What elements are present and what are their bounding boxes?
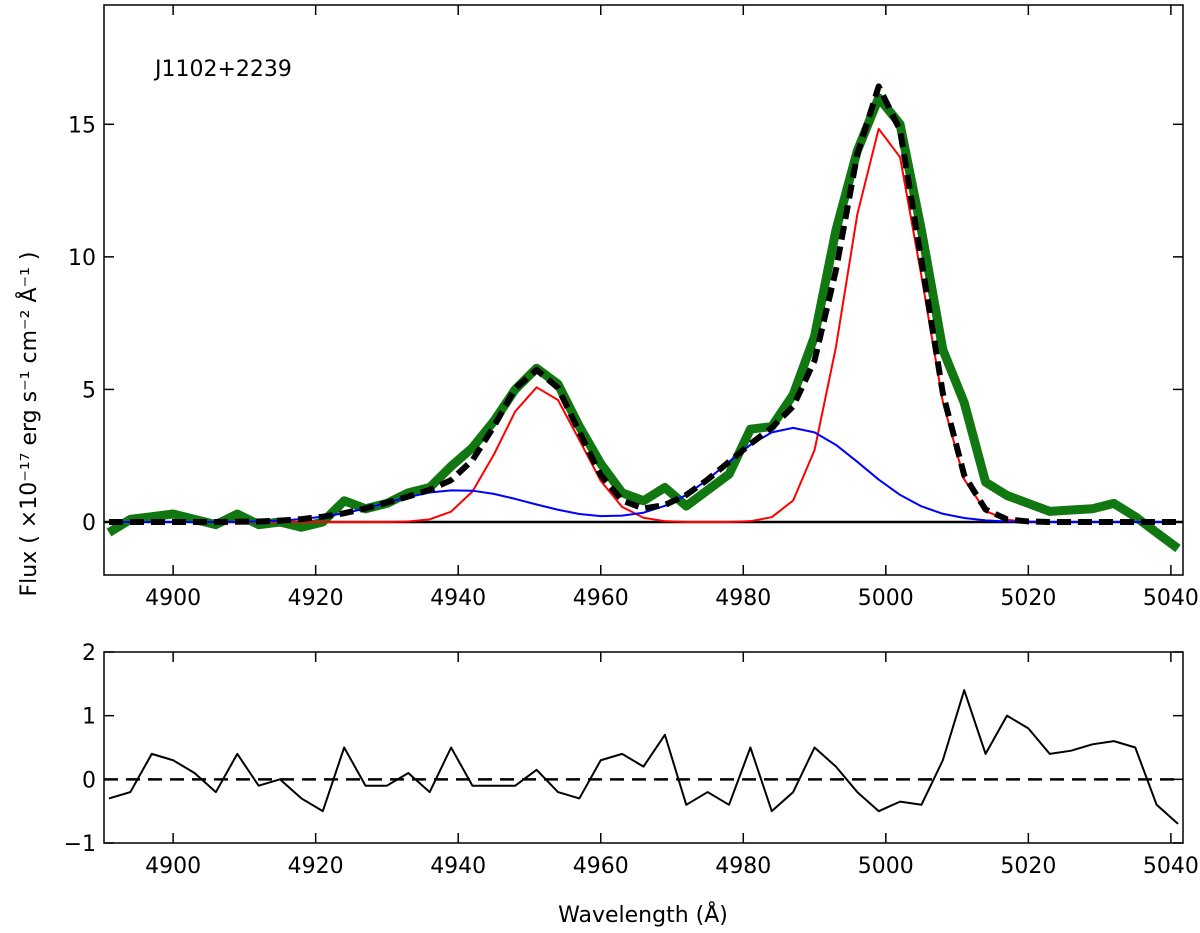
y-tick-label: 10 [68, 246, 96, 271]
x-tick-label: 4960 [573, 586, 629, 611]
y-tick-label: 0 [82, 768, 96, 793]
y-axis-label: Flux ( ×10⁻¹⁷ erg s⁻¹ cm⁻² Å⁻¹ ) [15, 251, 42, 596]
x-tick-label: 4980 [715, 854, 771, 879]
y-tick-label: −1 [64, 832, 96, 857]
x-tick-label: 5000 [858, 854, 914, 879]
axes-frame [103, 651, 1184, 844]
x-tick-label: 4900 [145, 854, 201, 879]
y-tick-label: 2 [82, 641, 96, 666]
x-tick-label: 4980 [715, 586, 771, 611]
y-tick-label: 5 [82, 378, 96, 403]
x-tick-label: 4920 [288, 854, 344, 879]
x-tick-label: 4960 [573, 854, 629, 879]
x-tick-label: 5040 [1143, 854, 1199, 879]
series-line [106, 93, 1181, 553]
y-tick-label: 0 [82, 511, 96, 536]
series-line [108, 689, 1179, 825]
annotation: J1102+2239 [153, 57, 292, 82]
x-tick-label: 4900 [145, 586, 201, 611]
x-tick-label: 5040 [1143, 586, 1199, 611]
x-axis-label: Wavelength (Å) [558, 901, 728, 928]
y-tick-label: 1 [82, 705, 96, 730]
y-tick-label: 15 [68, 113, 96, 138]
axes-frame [103, 4, 1184, 576]
x-tick-label: 5000 [858, 586, 914, 611]
series-line [108, 83, 1179, 525]
x-tick-label: 4940 [430, 854, 486, 879]
series-line [108, 127, 1179, 523]
x-tick-label: 5020 [1000, 586, 1056, 611]
x-tick-label: 4920 [288, 586, 344, 611]
x-tick-label: 4940 [430, 586, 486, 611]
x-tick-label: 5020 [1000, 854, 1056, 879]
series-line [108, 426, 1179, 523]
